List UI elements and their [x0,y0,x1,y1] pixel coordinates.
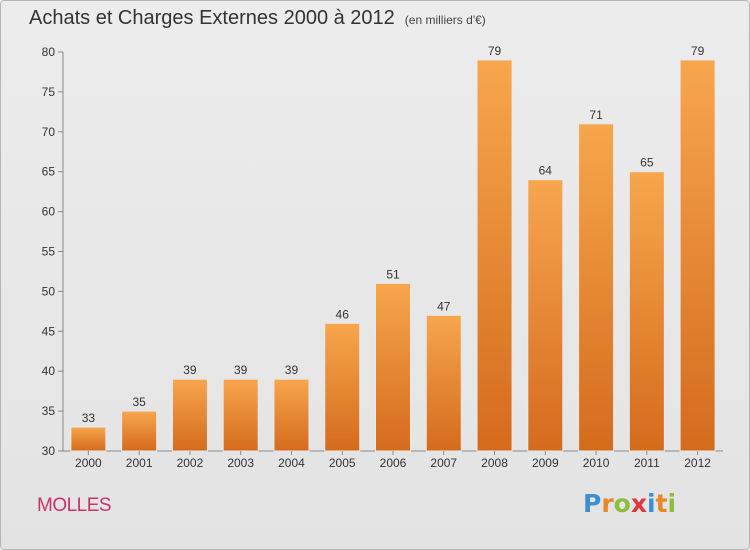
x-tick-label: 2004 [278,456,305,470]
y-tick-label: 55 [42,245,56,259]
bar [578,123,615,452]
x-tick-label: 2010 [583,456,610,470]
bar [222,378,259,452]
x-tick-label: 2011 [634,456,660,470]
logo-letter: r [601,489,614,518]
x-tick-label: 2003 [227,456,254,470]
bar-value-label: 79 [488,44,502,58]
x-tick-label: 2012 [684,456,711,470]
y-tick-label: 45 [42,324,56,338]
bar-value-label: 39 [183,363,197,377]
place-name: MOLLES [37,495,112,516]
bar [70,426,107,452]
bar [476,59,513,452]
logo-letter: i [667,489,677,518]
bar [375,282,411,452]
chart-title: Achats et Charges Externes 2000 à 2012 (e… [29,7,486,30]
bar [273,378,310,452]
bar [121,410,158,452]
chart-title-text: Achats et Charges Externes 2000 à 2012 [29,7,395,29]
bar [171,378,208,452]
bar-value-label: 47 [437,299,451,313]
bar-value-label: 71 [589,108,603,122]
bar-value-label: 33 [82,411,96,425]
bar-value-label: 46 [336,307,350,321]
x-tick-label: 2007 [430,456,457,470]
y-tick-label: 60 [42,205,56,219]
y-tick-label: 40 [42,364,56,378]
y-tick-label: 35 [42,404,56,418]
bar [679,59,716,452]
y-tick-label: 70 [42,125,56,139]
logo-letter: i [647,489,656,518]
y-tick-label: 80 [42,45,56,59]
logo-letter: x [630,489,647,518]
bar-value-label: 35 [132,395,146,409]
chart-subtitle: (en milliers d'€) [404,13,486,27]
bar [527,179,564,452]
x-tick-label: 2008 [481,456,508,470]
bar-value-label: 64 [539,164,553,178]
x-tick-label: 2001 [126,456,153,470]
x-tick-label: 2002 [177,456,204,470]
y-tick-label: 75 [42,85,56,99]
logo-letter: P [583,489,602,518]
x-tick-label: 2005 [329,456,356,470]
x-tick-label: 2000 [75,456,102,470]
bar-value-label: 79 [691,44,705,58]
proxiti-logo: Proxiti [583,489,676,518]
logo-letter: t [655,489,668,518]
logo-letter: o [613,489,631,518]
y-tick-label: 50 [42,284,56,298]
bar-value-label: 51 [386,267,400,281]
x-tick-label: 2006 [380,456,407,470]
bar-value-label: 65 [640,156,654,170]
y-tick-label: 30 [42,444,56,458]
bar-value-label: 39 [285,363,299,377]
bar [324,322,361,452]
y-tick-label: 65 [42,165,56,179]
x-tick-label: 2009 [532,456,559,470]
bar [425,314,462,452]
bar [628,171,665,452]
bar-value-label: 39 [234,363,248,377]
